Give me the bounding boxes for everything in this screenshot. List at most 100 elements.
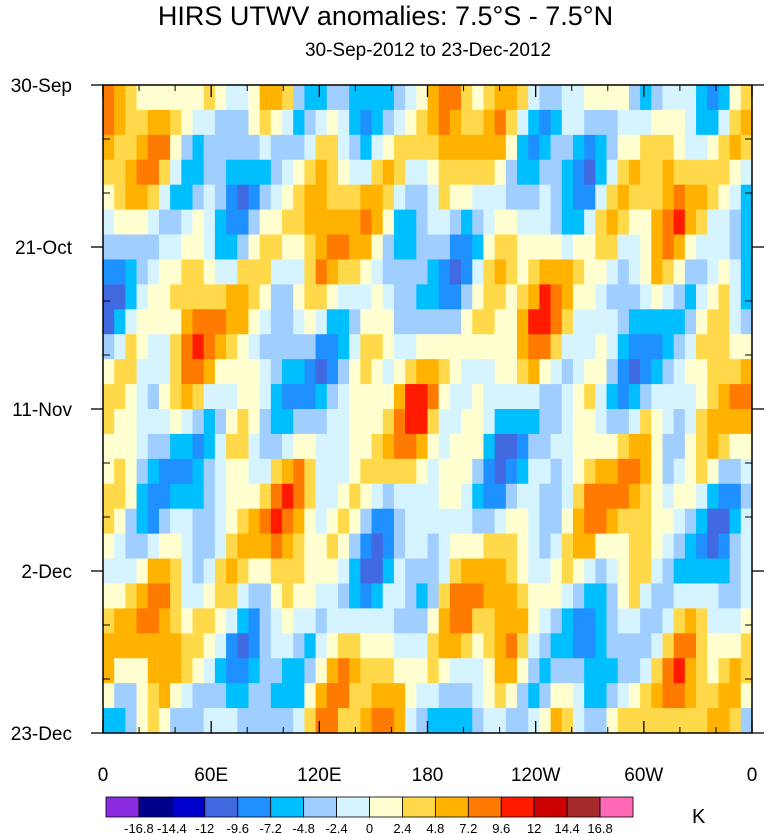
field-cell <box>203 708 216 733</box>
field-cell <box>147 109 160 136</box>
field-cell <box>539 384 552 410</box>
field-cell <box>203 608 216 634</box>
field-cell <box>405 134 417 161</box>
field-cell <box>539 159 552 186</box>
field-cell <box>226 658 238 684</box>
field-cell <box>472 209 485 236</box>
field-cell <box>416 508 429 535</box>
field-cell <box>505 558 518 585</box>
field-cell <box>673 309 686 335</box>
field-cell <box>539 284 552 310</box>
field-cell <box>315 558 328 585</box>
field-cell <box>427 159 440 186</box>
field-cell <box>539 433 552 460</box>
field-cell <box>684 184 697 211</box>
field-cell <box>640 583 652 609</box>
field-cell <box>449 109 462 136</box>
field-cell <box>270 384 283 410</box>
field-cell <box>405 658 417 684</box>
field-cell <box>326 234 339 261</box>
field-cell <box>237 483 250 510</box>
field-cell <box>237 583 250 609</box>
field-cell <box>472 109 485 136</box>
field-cell <box>561 134 574 161</box>
field-cell <box>707 334 720 360</box>
field-cell <box>270 109 283 136</box>
field-cell <box>472 583 485 609</box>
field-cell <box>293 433 306 460</box>
field-cell <box>461 409 473 435</box>
colorbar-swatch <box>303 796 337 818</box>
field-cell <box>494 109 507 136</box>
field-cell <box>192 134 205 161</box>
field-cell <box>740 359 752 385</box>
field-cell <box>147 409 160 435</box>
field-cell <box>259 409 272 435</box>
field-cell <box>337 558 350 585</box>
field-cell <box>461 159 473 186</box>
field-cell <box>293 334 306 360</box>
field-cell <box>360 633 373 659</box>
field-cell <box>136 583 149 609</box>
field-cell <box>740 633 752 659</box>
field-cell <box>718 184 731 211</box>
field-cell <box>203 533 216 560</box>
x-tick-label: 120W <box>511 765 561 786</box>
field-cell <box>517 409 529 435</box>
field-cell <box>282 683 294 709</box>
field-cell <box>483 458 496 485</box>
field-cell <box>718 359 731 385</box>
field-cell <box>214 433 227 460</box>
field-cell <box>707 458 720 485</box>
field-cell <box>561 608 574 634</box>
field-cell <box>718 209 731 236</box>
field-cell <box>304 209 317 236</box>
field-cell <box>270 134 283 161</box>
field-cell <box>505 259 518 285</box>
field-cell <box>226 184 238 211</box>
field-cell <box>640 558 652 585</box>
field-cell <box>214 683 227 709</box>
field-cell <box>483 633 496 659</box>
field-cell <box>158 259 171 285</box>
field-cell <box>438 558 451 585</box>
field-cell <box>628 483 641 510</box>
field-cell <box>270 259 283 285</box>
field-cell <box>371 483 384 510</box>
field-cell <box>561 209 574 236</box>
field-cell <box>192 409 205 435</box>
field-cell <box>393 309 406 335</box>
field-cell <box>550 633 563 659</box>
field-cell <box>304 508 317 535</box>
field-cell <box>606 334 619 360</box>
field-cell <box>382 683 395 709</box>
field-cell <box>628 109 641 136</box>
field-cell <box>181 683 194 709</box>
field-cell <box>673 334 686 360</box>
field-cell <box>349 583 361 609</box>
field-cell <box>192 708 205 733</box>
field-cell <box>270 159 283 186</box>
field-cell <box>371 284 384 310</box>
field-cell <box>158 234 171 261</box>
field-cell <box>259 433 272 460</box>
field-cell <box>595 458 608 485</box>
field-cell <box>550 558 563 585</box>
field-cell <box>696 708 708 733</box>
field-cell <box>393 608 406 634</box>
field-cell <box>718 159 731 186</box>
field-cell <box>628 85 641 111</box>
field-cell <box>270 533 283 560</box>
field-cell <box>293 708 306 733</box>
field-cell <box>550 483 563 510</box>
field-cell <box>349 409 361 435</box>
colorbar-units: K <box>692 806 706 828</box>
field-cell <box>662 483 675 510</box>
field-cell <box>449 633 462 659</box>
field-cell <box>315 608 328 634</box>
field-cell <box>427 109 440 136</box>
field-cell <box>405 708 417 733</box>
field-cell <box>393 683 406 709</box>
field-cell <box>427 508 440 535</box>
